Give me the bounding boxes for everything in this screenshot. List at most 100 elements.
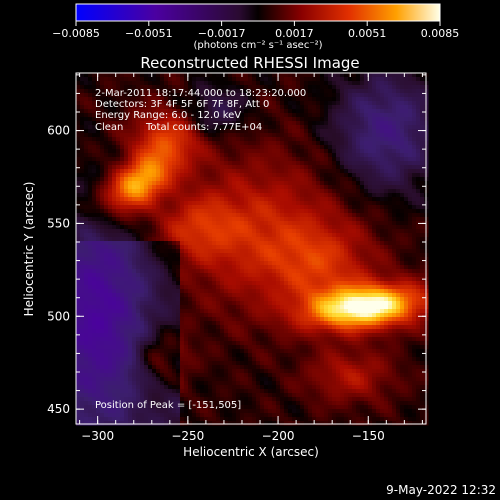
heatmap-cell xyxy=(128,229,133,234)
heatmap-cell xyxy=(284,117,289,122)
heatmap-cell xyxy=(248,333,253,338)
heatmap-cell xyxy=(288,373,293,378)
heatmap-cell xyxy=(148,117,153,122)
heatmap-cell xyxy=(84,145,89,150)
heatmap-cell xyxy=(280,353,285,358)
heatmap-cell xyxy=(88,257,93,262)
heatmap-cell xyxy=(260,381,265,386)
heatmap-cell xyxy=(248,385,253,390)
heatmap-cell xyxy=(188,233,193,238)
heatmap-cell xyxy=(176,245,181,250)
heatmap-cell xyxy=(264,285,269,290)
heatmap-cell xyxy=(248,309,253,314)
heatmap-cell xyxy=(272,237,277,242)
heatmap-cell xyxy=(100,233,105,238)
heatmap-cell xyxy=(252,273,257,278)
heatmap-cell xyxy=(240,157,245,162)
heatmap-cell xyxy=(92,217,97,222)
heatmap-cell xyxy=(152,345,157,350)
heatmap-cell xyxy=(228,301,233,306)
heatmap-cell xyxy=(260,337,265,342)
heatmap-cell xyxy=(260,73,265,78)
heatmap-cell xyxy=(80,109,85,114)
heatmap-cell xyxy=(92,93,97,98)
heatmap-cell xyxy=(188,361,193,366)
heatmap-cell xyxy=(272,321,277,326)
heatmap-cell xyxy=(232,93,237,98)
heatmap-cell xyxy=(112,169,117,174)
heatmap-cell xyxy=(240,405,245,410)
heatmap-cell xyxy=(228,389,233,394)
heatmap-cell xyxy=(216,185,221,190)
heatmap-cell xyxy=(76,421,81,426)
heatmap-cell xyxy=(228,321,233,326)
heatmap-cell xyxy=(284,337,289,342)
heatmap-cell xyxy=(124,381,129,386)
heatmap-cell xyxy=(176,369,181,374)
heatmap-cell xyxy=(276,125,281,130)
heatmap-cell xyxy=(232,345,237,350)
heatmap-cell xyxy=(124,117,129,122)
heatmap-cell xyxy=(136,241,141,246)
heatmap-cell xyxy=(148,121,153,126)
heatmap-cell xyxy=(188,365,193,370)
heatmap-cell xyxy=(104,161,109,166)
heatmap-cell xyxy=(184,245,189,250)
heatmap-cell xyxy=(160,181,165,186)
heatmap-cell xyxy=(280,389,285,394)
heatmap-cell xyxy=(100,409,105,414)
heatmap-cell xyxy=(268,229,273,234)
heatmap-cell xyxy=(132,237,137,242)
heatmap-cell xyxy=(208,281,213,286)
heatmap-cell xyxy=(180,381,185,386)
heatmap-cell xyxy=(84,305,89,310)
heatmap-cell xyxy=(136,177,141,182)
heatmap-cell xyxy=(248,169,253,174)
heatmap-cell xyxy=(248,89,253,94)
heatmap-cell xyxy=(172,273,177,278)
heatmap-cell xyxy=(96,189,101,194)
heatmap-cell xyxy=(276,301,281,306)
heatmap-cell xyxy=(160,233,165,238)
heatmap-cell xyxy=(232,209,237,214)
heatmap-cell xyxy=(280,293,285,298)
heatmap-cell xyxy=(100,261,105,266)
heatmap-cell xyxy=(204,297,209,302)
heatmap-cell xyxy=(236,313,241,318)
heatmap-cell xyxy=(132,105,137,110)
heatmap-cell xyxy=(236,125,241,130)
heatmap-cell xyxy=(128,321,133,326)
heatmap-cell xyxy=(132,269,137,274)
heatmap-cell xyxy=(228,129,233,134)
heatmap-cell xyxy=(116,233,121,238)
heatmap-cell xyxy=(160,417,165,422)
heatmap-cell xyxy=(136,245,141,250)
heatmap-cell xyxy=(132,289,137,294)
heatmap-cell xyxy=(132,285,137,290)
heatmap-cell xyxy=(232,241,237,246)
heatmap-cell xyxy=(92,253,97,258)
heatmap-cell xyxy=(236,325,241,330)
heatmap-cell xyxy=(220,377,225,382)
heatmap-cell xyxy=(168,281,173,286)
heatmap-cell xyxy=(240,369,245,374)
heatmap-cell xyxy=(168,217,173,222)
heatmap-cell xyxy=(112,229,117,234)
heatmap-cell xyxy=(144,337,149,342)
heatmap-cell xyxy=(208,225,213,230)
heatmap-cell xyxy=(252,405,257,410)
heatmap-cell xyxy=(196,269,201,274)
heatmap-cell xyxy=(80,189,85,194)
heatmap-cell xyxy=(184,281,189,286)
heatmap-cell xyxy=(172,133,177,138)
heatmap-cell xyxy=(140,397,145,402)
heatmap-cell xyxy=(276,173,281,178)
heatmap-cell xyxy=(104,321,109,326)
heatmap-cell xyxy=(92,389,97,394)
heatmap-cell xyxy=(104,85,109,90)
heatmap-cell xyxy=(116,245,121,250)
heatmap-cell xyxy=(172,193,177,198)
heatmap-cell xyxy=(212,201,217,206)
heatmap-cell xyxy=(192,165,197,170)
heatmap-cell xyxy=(104,257,109,262)
